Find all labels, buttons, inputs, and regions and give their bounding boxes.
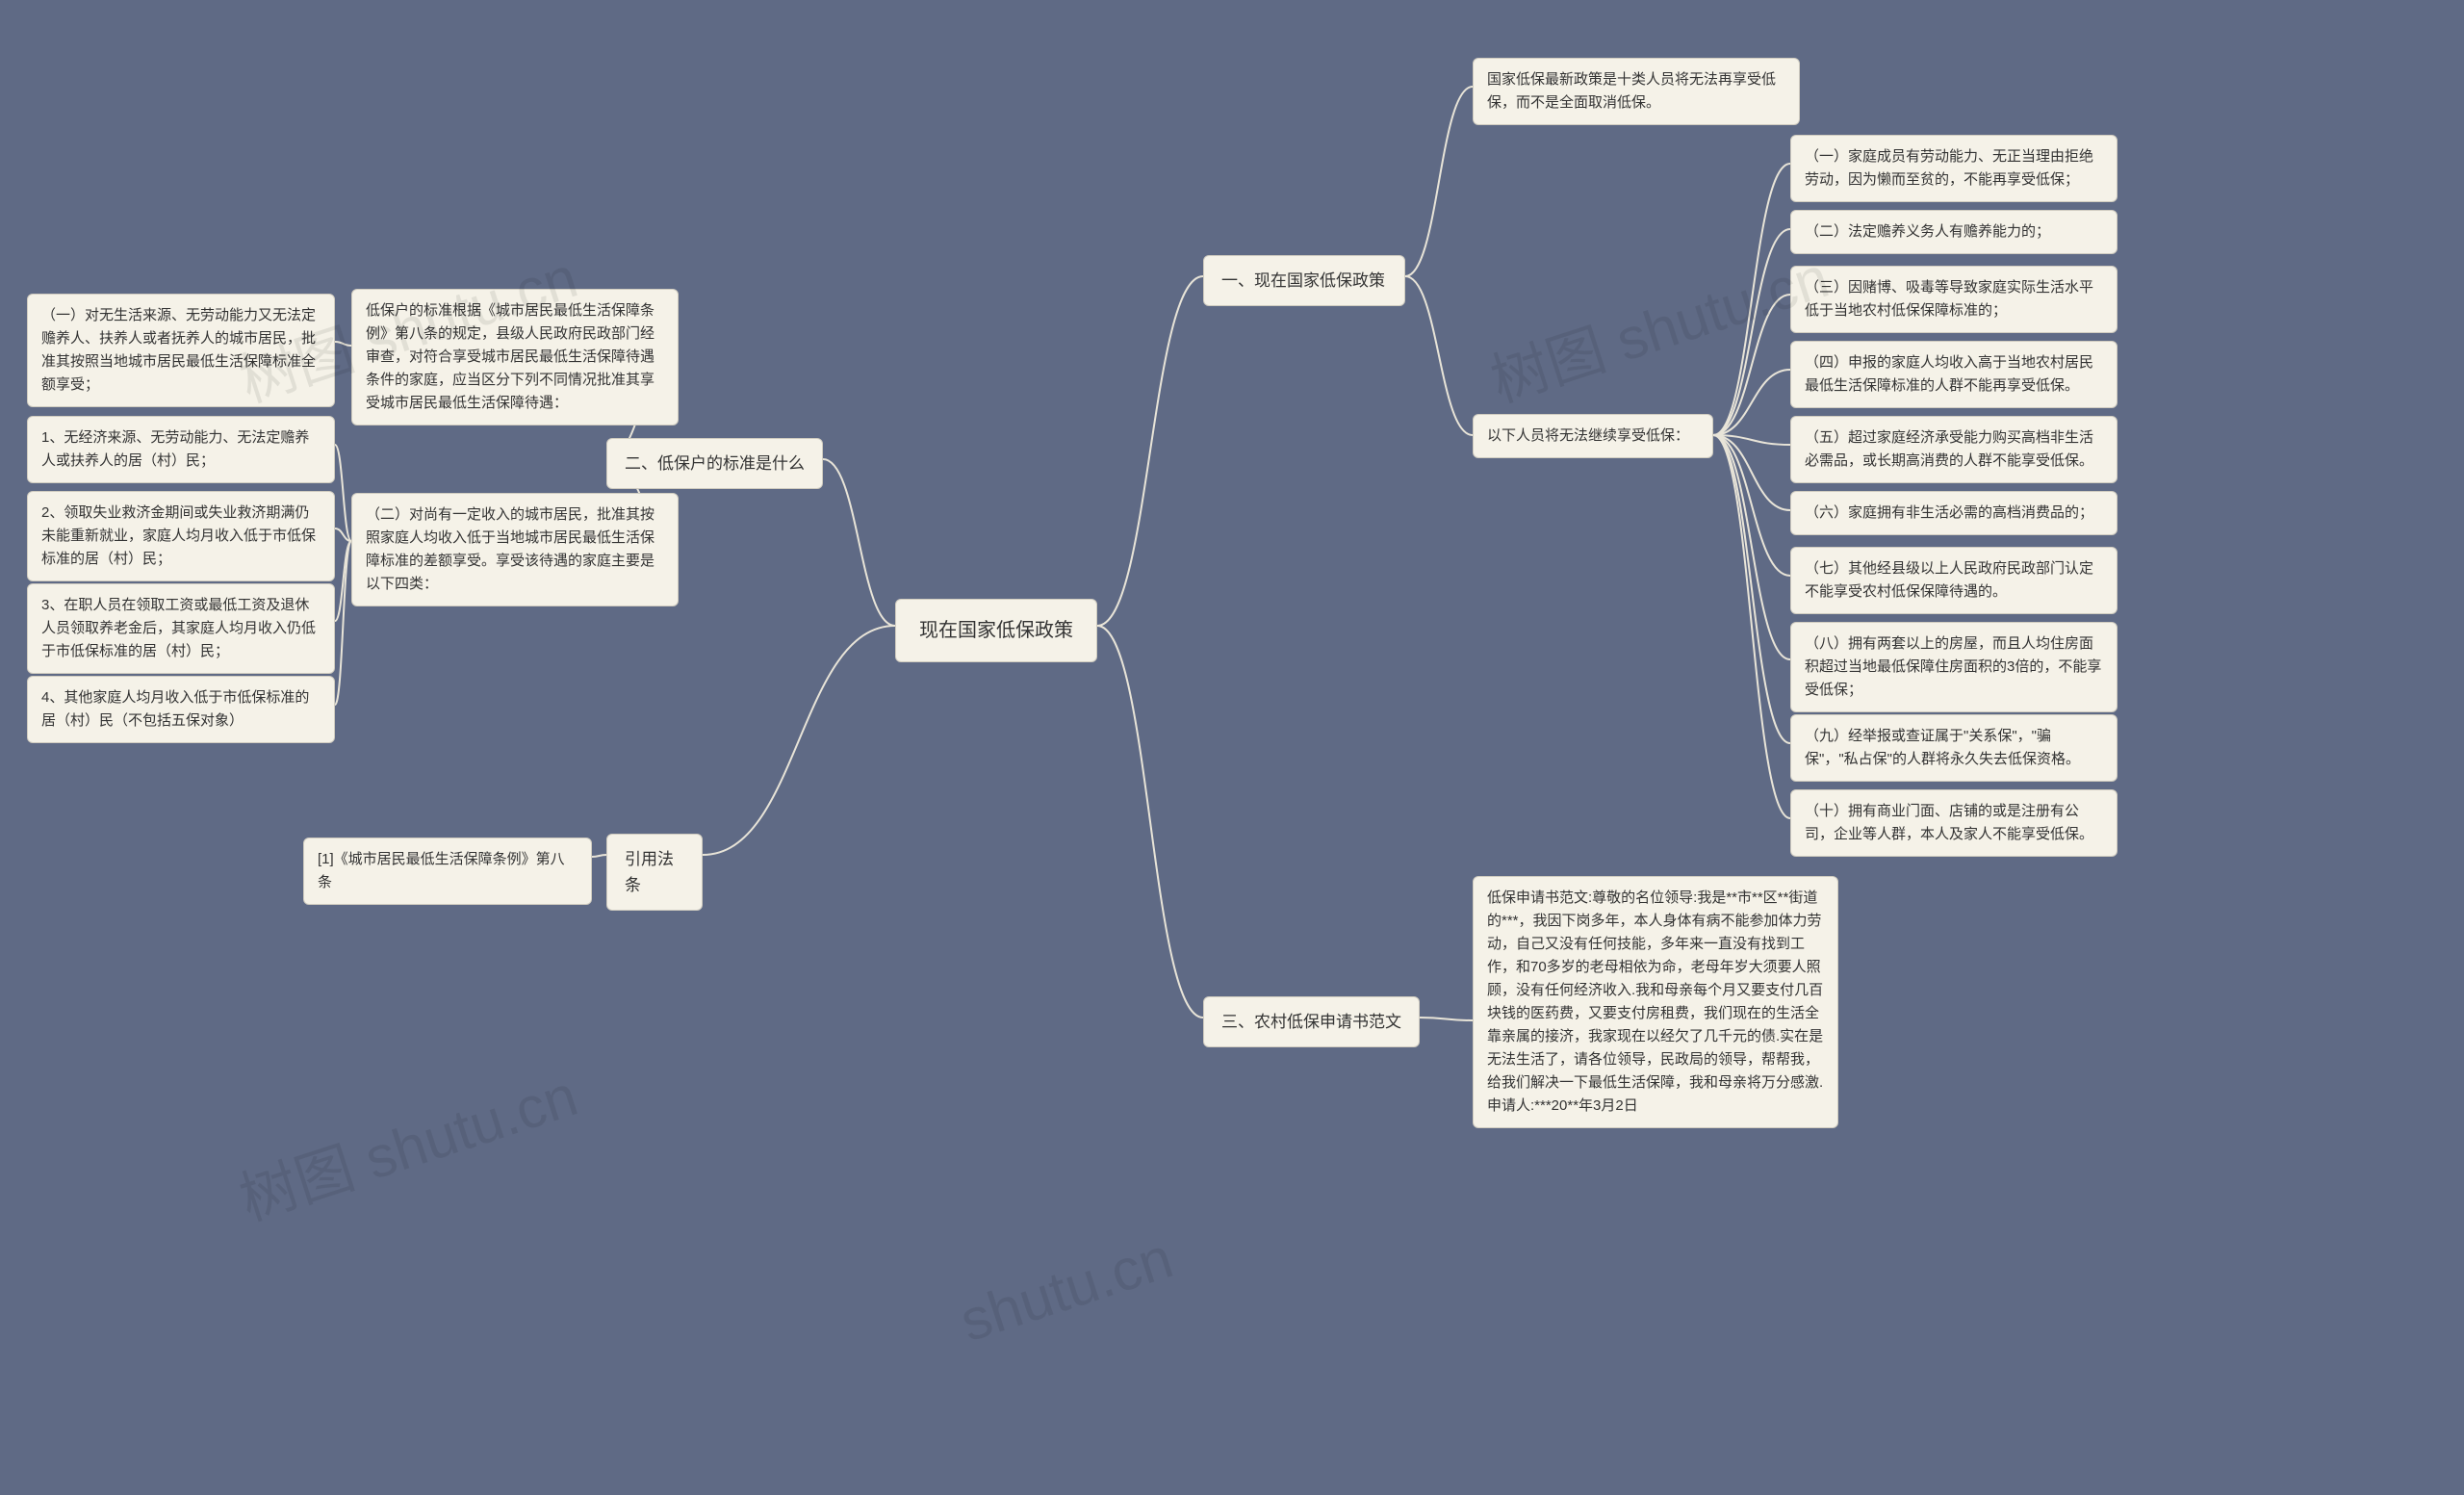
left-1: （一）对无生活来源、无劳动能力又无法定赡养人、扶养人或者抚养人的城市居民，批准其… [27,294,335,407]
left-4: 3、在职人员在领取工资或最低工资及退休人员领取养老金后，其家庭人均月收入仍低于市… [27,583,335,674]
watermark: 树图 shutu.cn [1479,231,1838,419]
rule-2: （二）法定赡养义务人有赡养能力的； [1790,210,2118,254]
left-2: 1、无经济来源、无劳动能力、无法定赡养人或扶养人的居（村）民； [27,416,335,483]
branch-1-child-2: 以下人员将无法继续享受低保： [1473,414,1713,458]
branch-3-child-1: 低保申请书范文:尊敬的名位领导:我是**市**区**街道的***，我因下岗多年，… [1473,876,1838,1128]
rule-5: （五）超过家庭经济承受能力购买高档非生活必需品，或长期高消费的人群不能享受低保。 [1790,416,2118,483]
rule-7: （七）其他经县级以上人民政府民政部门认定不能享受农村低保保障待遇的。 [1790,547,2118,614]
branch-1-child-1: 国家低保最新政策是十类人员将无法再享受低保，而不是全面取消低保。 [1473,58,1800,125]
watermark: shutu.cn [952,1224,1180,1355]
center-node: 现在国家低保政策 [895,599,1097,662]
rule-3: （三）因赌博、吸毒等导致家庭实际生活水平低于当地农村低保保障标准的； [1790,266,2118,333]
branch-3: 三、农村低保申请书范文 [1203,996,1420,1047]
rule-8: （八）拥有两套以上的房屋，而且人均住房面积超过当地最低保障住房面积的3倍的，不能… [1790,622,2118,712]
branch-2-child-1: 低保户的标准根据《城市居民最低生活保障条例》第八条的规定，县级人民政府民政部门经… [351,289,679,425]
rule-10: （十）拥有商业门面、店铺的或是注册有公司，企业等人群，本人及家人不能享受低保。 [1790,789,2118,857]
watermark: 树图 shutu.cn [228,1049,587,1237]
rule-6: （六）家庭拥有非生活必需的高档消费品的； [1790,491,2118,535]
branch-2-child-2: （二）对尚有一定收入的城市居民，批准其按照家庭人均收入低于当地城市居民最低生活保… [351,493,679,606]
left-3: 2、领取失业救济金期间或失业救济期满仍未能重新就业，家庭人均月收入低于市低保标准… [27,491,335,581]
left-5: 4、其他家庭人均月收入低于市低保标准的居（村）民（不包括五保对象） [27,676,335,743]
rule-9: （九）经举报或查证属于"关系保"，"骗保"，"私占保"的人群将永久失去低保资格。 [1790,714,2118,782]
branch-2: 二、低保户的标准是什么 [606,438,823,489]
rule-4: （四）申报的家庭人均收入高于当地农村居民最低生活保障标准的人群不能再享受低保。 [1790,341,2118,408]
rule-1: （一）家庭成员有劳动能力、无正当理由拒绝劳动，因为懒而至贫的，不能再享受低保； [1790,135,2118,202]
branch-4: 引用法条 [606,834,703,911]
branch-4-child-1: [1]《城市居民最低生活保障条例》第八条 [303,838,592,905]
branch-1: 一、现在国家低保政策 [1203,255,1405,306]
